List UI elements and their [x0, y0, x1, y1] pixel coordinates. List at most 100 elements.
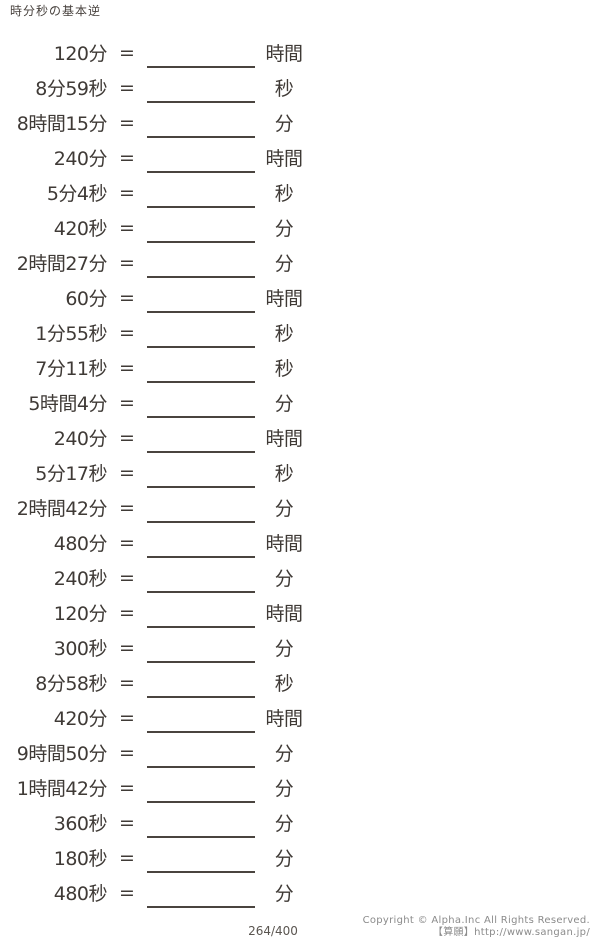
problem-row: 120分 = 時間: [0, 595, 330, 630]
answer-blank[interactable]: [147, 70, 255, 103]
equals-sign: =: [119, 811, 135, 834]
problem-expression: 480秒: [53, 883, 108, 905]
equals-sign: =: [119, 216, 135, 239]
equals-sign: =: [119, 111, 135, 134]
problem-row: 60分 = 時間: [0, 280, 330, 315]
equals-sign: =: [119, 881, 135, 904]
answer-blank[interactable]: [147, 665, 255, 698]
answer-blank[interactable]: [147, 525, 255, 558]
answer-blank[interactable]: [147, 840, 255, 873]
problem-row: 7分11秒 = 秒: [0, 350, 330, 385]
answer-blank[interactable]: [147, 595, 255, 628]
equals-sign: =: [119, 41, 135, 64]
problem-row: 1時間42分 = 分: [0, 770, 330, 805]
answer-unit: 分: [274, 883, 294, 905]
copyright-notice: Copyright © Alpha.Inc All Rights Reserve…: [363, 915, 590, 938]
answer-blank[interactable]: [147, 35, 255, 68]
page-number: 264/400: [248, 924, 298, 938]
equals-sign: =: [119, 496, 135, 519]
equals-sign: =: [119, 671, 135, 694]
problem-row: 480分 = 時間: [0, 525, 330, 560]
problem-expression: 8時間15分: [16, 113, 108, 135]
answer-unit: 分: [274, 218, 294, 240]
answer-unit: 時間: [265, 288, 303, 310]
problem-expression: 420秒: [53, 218, 108, 240]
problem-row: 240分 = 時間: [0, 140, 330, 175]
problem-expression: 240分: [53, 428, 108, 450]
problem-row: 5分17秒 = 秒: [0, 455, 330, 490]
problem-row: 300秒 = 分: [0, 630, 330, 665]
problem-row: 2時間27分 = 分: [0, 245, 330, 280]
answer-blank[interactable]: [147, 770, 255, 803]
equals-sign: =: [119, 741, 135, 764]
answer-unit: 秒: [274, 183, 294, 205]
worksheet-title: 時分秒の基本逆: [10, 4, 102, 18]
answer-blank[interactable]: [147, 420, 255, 453]
answer-blank[interactable]: [147, 455, 255, 488]
problem-row: 5分4秒 = 秒: [0, 175, 330, 210]
problem-expression: 9時間50分: [16, 743, 108, 765]
answer-blank[interactable]: [147, 105, 255, 138]
problem-expression: 5分17秒: [35, 463, 107, 485]
problem-row: 8分59秒 = 秒: [0, 70, 330, 105]
problem-expression: 1時間42分: [16, 778, 108, 800]
answer-unit: 秒: [274, 358, 294, 380]
answer-blank[interactable]: [147, 385, 255, 418]
answer-blank[interactable]: [147, 245, 255, 278]
answer-unit: 時間: [265, 603, 303, 625]
problem-row: 240分 = 時間: [0, 420, 330, 455]
answer-blank[interactable]: [147, 490, 255, 523]
problem-expression: 8分58秒: [35, 673, 107, 695]
copyright-line2: 【算願】http://www.sangan.jp/: [432, 926, 590, 938]
problem-expression: 60分: [65, 288, 107, 310]
problem-expression: 7分11秒: [35, 358, 107, 380]
equals-sign: =: [119, 181, 135, 204]
answer-blank[interactable]: [147, 350, 255, 383]
answer-unit: 分: [274, 253, 294, 275]
answer-unit: 分: [274, 778, 294, 800]
equals-sign: =: [119, 706, 135, 729]
answer-unit: 時間: [265, 533, 303, 555]
answer-unit: 時間: [265, 428, 303, 450]
equals-sign: =: [119, 566, 135, 589]
answer-unit: 秒: [274, 463, 294, 485]
problem-row: 120分 = 時間: [0, 35, 330, 70]
equals-sign: =: [119, 356, 135, 379]
problem-list: 120分 = 時間 8分59秒 = 秒 8時間15分 = 分 240分 = 時間…: [0, 35, 330, 910]
answer-blank[interactable]: [147, 315, 255, 348]
answer-unit: 時間: [265, 708, 303, 730]
answer-unit: 秒: [274, 323, 294, 345]
answer-blank[interactable]: [147, 700, 255, 733]
problem-row: 240秒 = 分: [0, 560, 330, 595]
answer-blank[interactable]: [147, 280, 255, 313]
problem-row: 2時間42分 = 分: [0, 490, 330, 525]
problem-expression: 5分4秒: [46, 183, 108, 205]
problem-row: 420秒 = 分: [0, 210, 330, 245]
answer-blank[interactable]: [147, 210, 255, 243]
problem-row: 5時間4分 = 分: [0, 385, 330, 420]
problem-expression: 2時間27分: [16, 253, 108, 275]
answer-unit: 秒: [274, 78, 294, 100]
answer-unit: 時間: [265, 43, 303, 65]
answer-blank[interactable]: [147, 875, 255, 908]
equals-sign: =: [119, 391, 135, 414]
answer-blank[interactable]: [147, 735, 255, 768]
answer-blank[interactable]: [147, 805, 255, 838]
answer-unit: 分: [274, 498, 294, 520]
problem-expression: 120分: [53, 43, 108, 65]
answer-unit: 分: [274, 743, 294, 765]
answer-blank[interactable]: [147, 175, 255, 208]
answer-unit: 分: [274, 393, 294, 415]
answer-blank[interactable]: [147, 630, 255, 663]
problem-row: 480秒 = 分: [0, 875, 330, 910]
problem-expression: 180秒: [53, 848, 108, 870]
problem-expression: 300秒: [53, 638, 108, 660]
problem-expression: 420分: [53, 708, 108, 730]
problem-row: 180秒 = 分: [0, 840, 330, 875]
equals-sign: =: [119, 601, 135, 624]
answer-blank[interactable]: [147, 140, 255, 173]
answer-blank[interactable]: [147, 560, 255, 593]
problem-row: 9時間50分 = 分: [0, 735, 330, 770]
problem-row: 1分55秒 = 秒: [0, 315, 330, 350]
problem-expression: 8分59秒: [35, 78, 107, 100]
